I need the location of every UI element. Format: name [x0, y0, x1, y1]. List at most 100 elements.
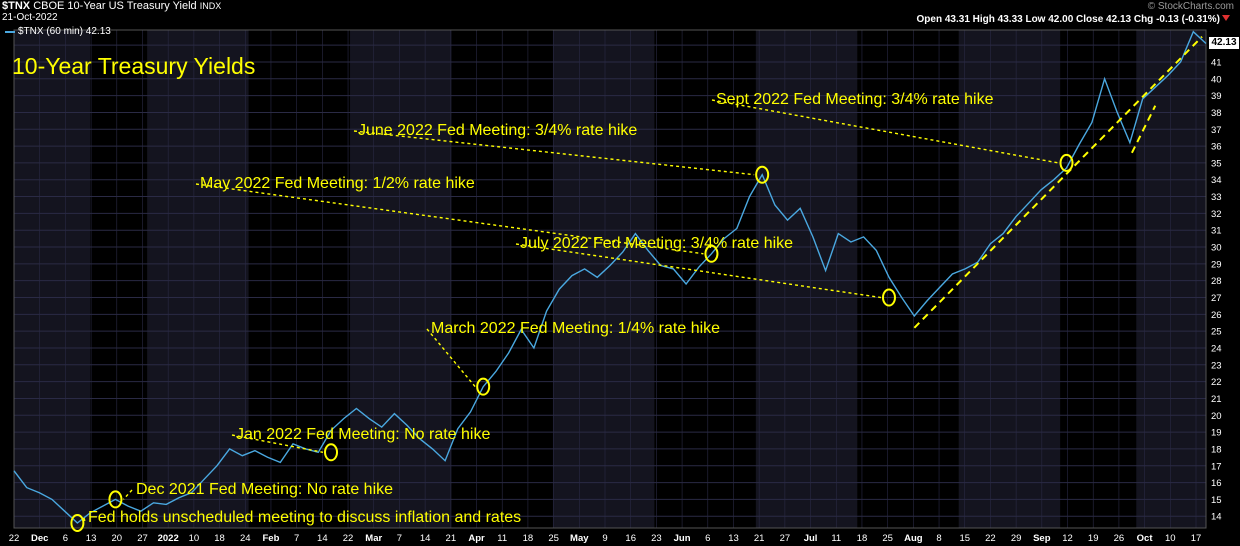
- annotation-label: Jan 2022 Fed Meeting: No rate hike: [236, 426, 490, 443]
- x-tick-label: 18: [857, 533, 868, 544]
- meeting-marker-circle: [70, 513, 85, 532]
- y-tick-label: 33: [1211, 192, 1222, 203]
- x-tick-label: Dec: [31, 533, 48, 544]
- annotation-leader: [83, 517, 87, 524]
- y-tick-label: 19: [1211, 428, 1222, 439]
- y-tick-label: 20: [1211, 411, 1222, 422]
- series-legend: $TNX (60 min) 42.13: [5, 26, 111, 37]
- y-tick-label: 25: [1211, 327, 1222, 338]
- x-tick-label: 14: [420, 533, 431, 544]
- y-tick-label: 23: [1211, 360, 1222, 371]
- chart-header-line1: $TNX CBOE 10-Year US Treasury Yield INDX: [2, 0, 221, 12]
- x-tick-label: 27: [780, 533, 791, 544]
- x-tick-label: 6: [705, 533, 710, 544]
- y-tick-label: 34: [1211, 175, 1222, 186]
- annotation-leader: [515, 243, 882, 299]
- y-tick-label: 30: [1211, 243, 1222, 254]
- meeting-marker-circle: [1059, 153, 1074, 172]
- x-tick-label: 2022: [158, 533, 179, 544]
- x-tick-label: 13: [86, 533, 97, 544]
- trend-line: [913, 36, 1203, 329]
- annotation-label: Fed holds unscheduled meeting to discuss…: [88, 509, 521, 526]
- x-tick-label: 11: [497, 533, 507, 544]
- x-tick-label: 7: [294, 533, 299, 544]
- annotation-label: June 2022 Fed Meeting: 3/4% rate hike: [358, 122, 637, 139]
- x-tick-label: 8: [936, 533, 941, 544]
- x-tick-label: Apr: [468, 533, 485, 544]
- x-tick-label: 16: [625, 533, 636, 544]
- meeting-marker-circle: [108, 490, 123, 509]
- y-tick-label: 36: [1211, 142, 1222, 153]
- x-tick-label: Aug: [904, 533, 923, 544]
- x-tick-label: 29: [1011, 533, 1022, 544]
- background-band: [147, 30, 249, 528]
- x-tick-label: 21: [754, 533, 765, 544]
- plot-frame: [13, 29, 1207, 529]
- instrument-name: CBOE 10-Year US Treasury Yield: [33, 0, 197, 12]
- x-tick-label: 25: [882, 533, 893, 544]
- symbol-label: $TNX: [2, 0, 31, 12]
- x-tick-label: Jul: [804, 533, 818, 544]
- x-tick-label: 24: [240, 533, 251, 544]
- background-band: [1136, 30, 1206, 528]
- x-tick-label: 6: [63, 533, 68, 544]
- x-tick-label: 22: [343, 533, 354, 544]
- y-tick-label: 17: [1211, 461, 1222, 472]
- annotation-leader: [711, 99, 1059, 164]
- x-tick-label: 15: [959, 533, 970, 544]
- legend-swatch: [5, 30, 15, 33]
- y-tick-label: 21: [1211, 394, 1222, 405]
- down-arrow-icon: [1222, 15, 1230, 21]
- annotation-leader: [353, 130, 755, 176]
- annotation-label: Sept 2022 Fed Meeting: 3/4% rate hike: [716, 91, 994, 108]
- y-tick-label: 41: [1211, 57, 1222, 68]
- y-tick-label: 35: [1211, 158, 1222, 169]
- y-tick-label: 28: [1211, 276, 1222, 287]
- x-tick-label: 26: [1114, 533, 1125, 544]
- x-tick-label: 10: [189, 533, 200, 544]
- x-tick-label: 21: [446, 533, 457, 544]
- y-tick-label: 31: [1211, 226, 1222, 237]
- chart-title: 10-Year Treasury Yields: [12, 53, 256, 79]
- x-tick-label: Mar: [365, 533, 382, 544]
- y-tick-label: 22: [1211, 377, 1222, 388]
- annotation-label: July 2022 Fed Meeting: 3/4% rate hike: [520, 235, 793, 252]
- legend-label: $TNX (60 min) 42.13: [18, 26, 111, 37]
- x-tick-label: 22: [985, 533, 996, 544]
- annotation-leader: [195, 183, 704, 255]
- yield-series-line: [13, 30, 1207, 524]
- y-tick-label: 15: [1211, 495, 1222, 506]
- y-tick-label: 29: [1211, 259, 1222, 270]
- ohlc-summary: Open 43.31 High 43.33 Low 42.00 Close 42…: [916, 14, 1220, 25]
- x-tick-label: 13: [728, 533, 739, 544]
- x-tick-label: 22: [9, 533, 20, 544]
- x-tick-label: May: [570, 533, 589, 544]
- y-tick-label: 27: [1211, 293, 1222, 304]
- meeting-marker-circle: [704, 244, 719, 263]
- last-price-label: 42.13: [1209, 37, 1239, 49]
- trend-line: [1131, 105, 1157, 154]
- y-tick-label: 40: [1211, 74, 1222, 85]
- y-tick-label: 38: [1211, 108, 1222, 119]
- background-band: [552, 30, 655, 528]
- y-tick-label: 24: [1211, 343, 1222, 354]
- x-tick-label: 18: [214, 533, 225, 544]
- annotation-label: May 2022 Fed Meeting: 1/2% rate hike: [200, 175, 475, 192]
- annotation-label: March 2022 Fed Meeting: 1/4% rate hike: [431, 320, 720, 337]
- x-tick-label: 27: [137, 533, 148, 544]
- y-tick-label: 14: [1211, 512, 1222, 523]
- y-tick-label: 26: [1211, 310, 1222, 321]
- annotation-leader: [426, 328, 476, 388]
- background-band: [958, 30, 1061, 528]
- x-tick-label: 23: [651, 533, 662, 544]
- background-band: [350, 30, 452, 528]
- x-tick-label: 17: [1191, 533, 1202, 544]
- meeting-marker-circle: [755, 165, 770, 184]
- x-tick-label: 25: [548, 533, 559, 544]
- y-tick-label: 18: [1211, 444, 1222, 455]
- x-tick-label: Feb: [263, 533, 280, 544]
- x-tick-label: 12: [1062, 533, 1073, 544]
- y-tick-label: 32: [1211, 209, 1222, 220]
- annotation-label: Dec 2021 Fed Meeting: No rate hike: [136, 481, 393, 498]
- chart-date: 21-Oct-2022: [2, 12, 58, 23]
